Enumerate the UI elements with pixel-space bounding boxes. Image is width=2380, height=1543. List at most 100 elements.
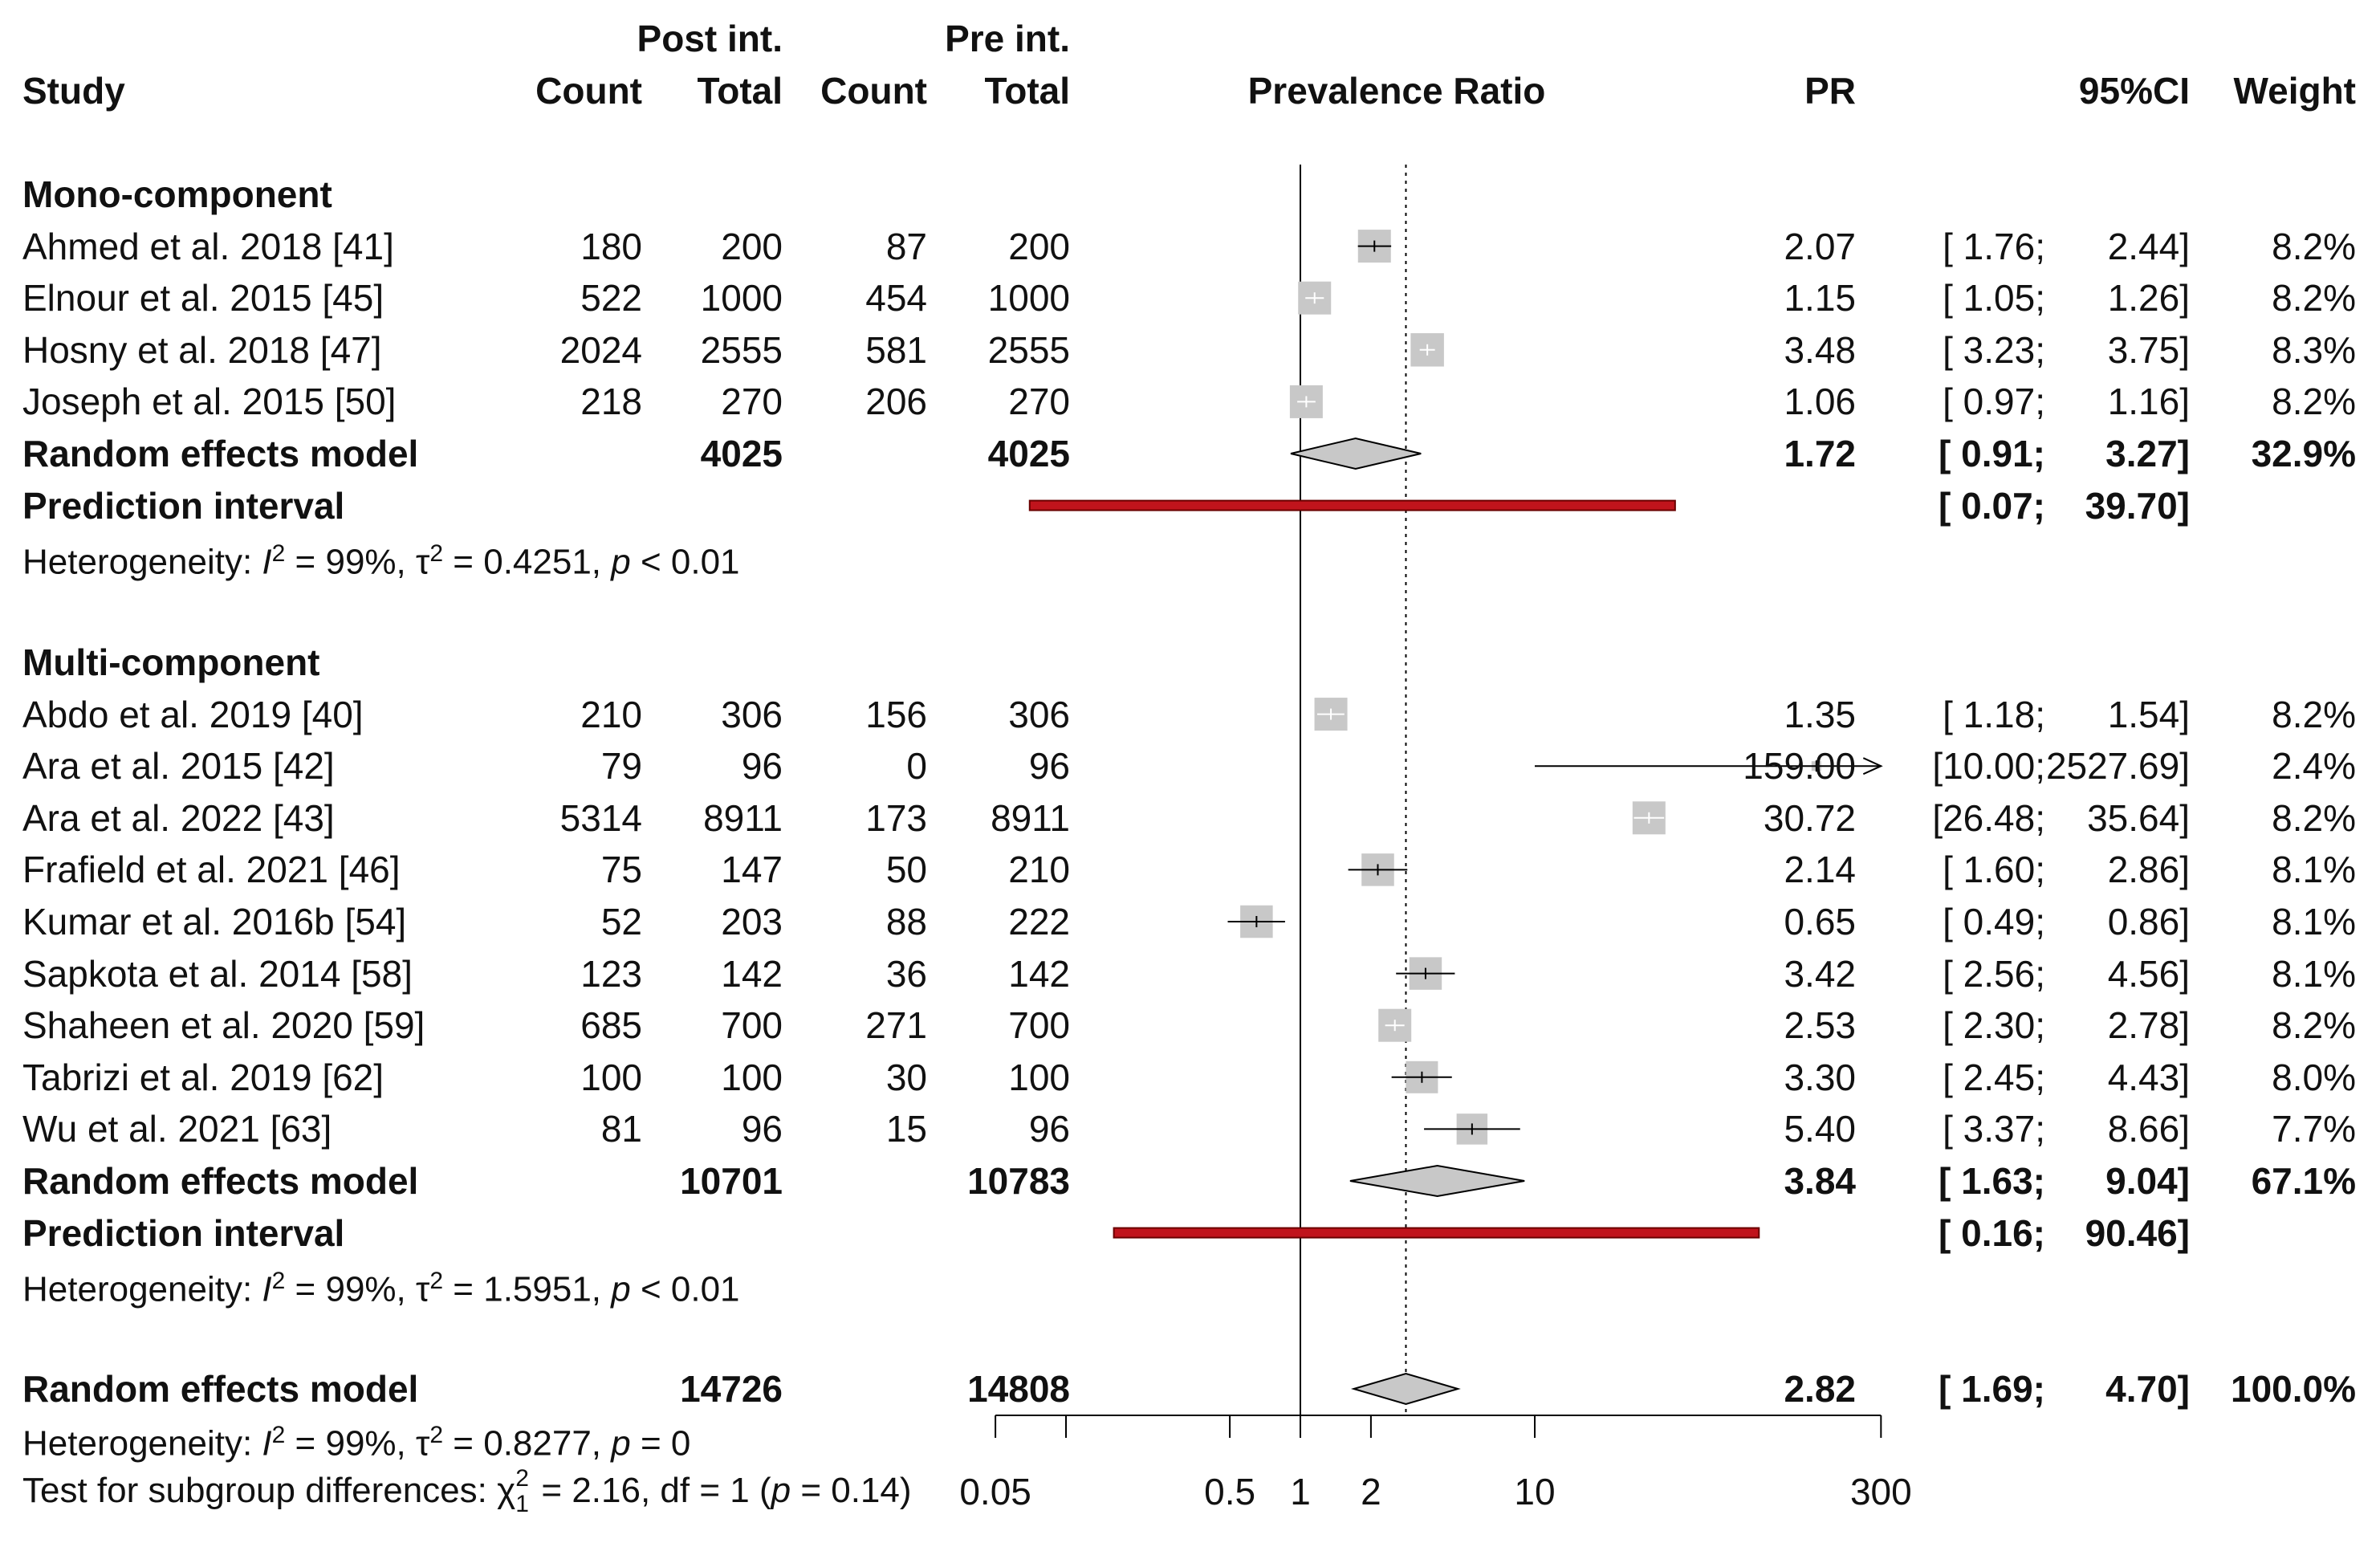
ci-lower: [ 1.76; xyxy=(1943,225,2045,267)
post-count: 2024 xyxy=(559,328,642,371)
x-tick-label: 300 xyxy=(1849,1471,1912,1512)
random-ci-lower: [ 0.91; xyxy=(1939,433,2045,474)
x-tick-label: 0.05 xyxy=(959,1471,1031,1512)
ci-upper: 2.86] xyxy=(2107,849,2190,891)
weight-value: 8.1% xyxy=(2272,952,2356,995)
pre-total: 270 xyxy=(1008,381,1070,423)
random-post-total: 4025 xyxy=(700,433,783,474)
post-total: 1000 xyxy=(700,277,783,320)
ci-upper: 1.54] xyxy=(2107,693,2190,735)
post-total: 203 xyxy=(721,901,783,942)
overall-label: Random effects model xyxy=(22,1368,419,1410)
ci-arrow xyxy=(1862,757,1883,776)
heterogeneity-text: Heterogeneity: I2 = 99%, τ2 = 0.4251, p … xyxy=(22,540,740,582)
pre-count: 206 xyxy=(865,381,927,423)
pre-count: 30 xyxy=(885,1056,927,1098)
ci-upper: 3.75] xyxy=(2107,328,2190,371)
pre-total: 8911 xyxy=(991,796,1070,839)
pre-count: 50 xyxy=(885,849,927,891)
study-name: Ara et al. 2015 [42] xyxy=(22,745,335,788)
study-name: Sapkota et al. 2014 [58] xyxy=(22,952,413,995)
study-name: Tabrizi et al. 2019 [62] xyxy=(22,1056,384,1098)
prediction-label: Prediction interval xyxy=(22,1211,345,1254)
pre-count: 88 xyxy=(885,901,927,942)
pre-total: 222 xyxy=(1008,901,1070,942)
header-weight: Weight xyxy=(2233,70,2356,112)
weight-value: 8.2% xyxy=(2272,277,2356,320)
ci-lower: [ 3.37; xyxy=(1943,1108,2045,1150)
random-effects-label: Random effects model xyxy=(22,1160,419,1202)
overall-weight: 100.0% xyxy=(2230,1368,2356,1410)
weight-value: 8.2% xyxy=(2272,225,2356,267)
study-name: Elnour et al. 2015 [45] xyxy=(22,277,384,320)
pre-count: 173 xyxy=(865,796,927,839)
ci-lower: [ 1.18; xyxy=(1943,693,2045,735)
study-name: Hosny et al. 2018 [47] xyxy=(22,328,382,371)
group-title: Mono-component xyxy=(22,173,332,215)
random-pre-total: 10783 xyxy=(967,1160,1070,1202)
ci-lower: [ 2.45; xyxy=(1943,1056,2045,1098)
ci-upper: 4.56] xyxy=(2107,952,2190,995)
pr-value: 1.15 xyxy=(1784,277,1856,320)
pre-total: 700 xyxy=(1008,1004,1070,1047)
pre-total: 2555 xyxy=(987,328,1070,371)
prediction-ci-upper: 39.70] xyxy=(2085,484,2190,527)
overall-post-total: 14726 xyxy=(680,1368,783,1410)
post-total: 96 xyxy=(741,1108,783,1150)
ci-lower: [ 0.49; xyxy=(1943,901,2045,942)
pr-value: 5.40 xyxy=(1784,1108,1856,1150)
post-total: 8911 xyxy=(703,796,783,839)
overall-diamond xyxy=(1350,1372,1461,1406)
pr-value: 2.07 xyxy=(1784,225,1856,267)
pre-count: 15 xyxy=(885,1108,927,1150)
ci-upper: 1.26] xyxy=(2107,277,2190,320)
ci-upper: 0.86] xyxy=(2107,901,2190,942)
study-name: Joseph et al. 2015 [50] xyxy=(22,381,397,423)
pr-value: 2.53 xyxy=(1784,1004,1856,1047)
weight-value: 8.3% xyxy=(2272,328,2356,371)
post-count: 5314 xyxy=(559,796,642,839)
weight-value: 8.0% xyxy=(2272,1056,2356,1098)
group-diamond xyxy=(1290,437,1422,470)
ci-upper: 2527.69] xyxy=(2045,745,2190,788)
post-count: 81 xyxy=(600,1108,642,1150)
pre-total: 142 xyxy=(1008,952,1070,995)
study-name: Shaheen et al. 2020 [59] xyxy=(22,1004,425,1047)
overall-heterogeneity-text: Heterogeneity: I2 = 99%, τ2 = 0.8277, p … xyxy=(22,1422,691,1464)
post-count: 218 xyxy=(580,381,642,423)
weight-value: 8.1% xyxy=(2272,901,2356,942)
post-total: 142 xyxy=(721,952,783,995)
post-total: 100 xyxy=(721,1056,783,1098)
ci-lower: [ 2.56; xyxy=(1943,952,2045,995)
study-name: Frafield et al. 2021 [46] xyxy=(22,849,401,891)
pre-count: 87 xyxy=(885,225,927,267)
overall-pre-total: 14808 xyxy=(967,1368,1070,1410)
post-count: 685 xyxy=(580,1004,642,1047)
prediction-interval-bar xyxy=(1113,1227,1760,1239)
study-name: Kumar et al. 2016b [54] xyxy=(22,901,407,942)
prediction-label: Prediction interval xyxy=(22,484,345,527)
pre-total: 210 xyxy=(1008,849,1070,891)
x-tick-label: 10 xyxy=(1514,1471,1556,1512)
header-prevalence-ratio: Prevalence Ratio xyxy=(1247,70,1546,112)
header-post-total: Total xyxy=(697,70,783,112)
pr-value: 3.42 xyxy=(1784,952,1856,995)
pr-value: 30.72 xyxy=(1763,796,1856,839)
pre-total: 96 xyxy=(1028,1108,1070,1150)
pre-total: 100 xyxy=(1008,1056,1070,1098)
random-weight: 67.1% xyxy=(2251,1160,2356,1202)
ci-lower: [ 0.97; xyxy=(1943,381,2045,423)
post-count: 210 xyxy=(580,693,642,735)
weight-value: 8.2% xyxy=(2272,381,2356,423)
weight-value: 8.2% xyxy=(2272,796,2356,839)
weight-value: 7.7% xyxy=(2272,1108,2356,1150)
pre-count: 156 xyxy=(865,693,927,735)
study-name: Ahmed et al. 2018 [41] xyxy=(22,225,394,267)
pre-total: 306 xyxy=(1008,693,1070,735)
overall-ci-lower: [ 1.69; xyxy=(1939,1368,2045,1410)
pre-total: 96 xyxy=(1028,745,1070,788)
ci-upper: 2.78] xyxy=(2107,1004,2190,1047)
pre-count: 454 xyxy=(865,277,927,320)
